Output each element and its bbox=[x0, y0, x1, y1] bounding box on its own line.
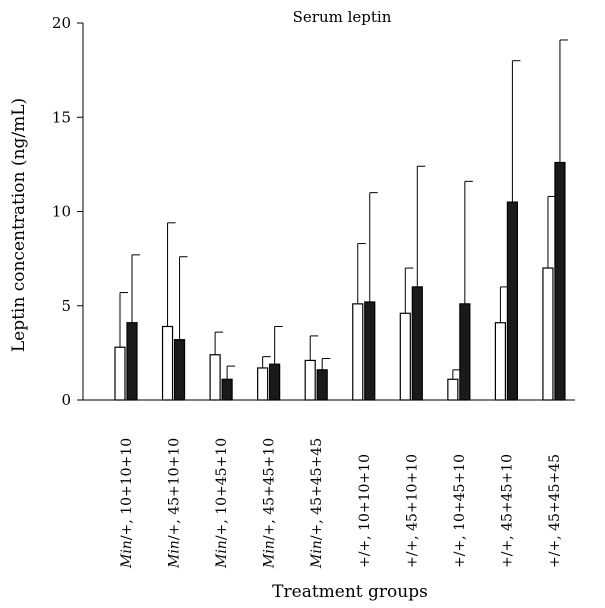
bar-open bbox=[304, 359, 316, 401]
bars bbox=[114, 39, 568, 401]
bar-filled bbox=[316, 369, 328, 401]
y-axis-title: Leptin concentration (ng/mL) bbox=[9, 98, 29, 352]
bar-open bbox=[209, 354, 221, 401]
y-tick-label: 5 bbox=[61, 297, 71, 315]
category-label-text: /+, 45+10+10 bbox=[167, 438, 183, 540]
bar-filled bbox=[173, 339, 186, 401]
bar-open bbox=[494, 322, 506, 401]
bar-filled bbox=[411, 286, 423, 401]
category-label-prefix: Min bbox=[309, 540, 325, 569]
category-label: +/+, 45+45+10 bbox=[499, 454, 515, 568]
category-label: Min/+, 10+45+10 bbox=[214, 438, 230, 569]
bar-open bbox=[447, 378, 459, 401]
category-label: +/+, 10+10+10 bbox=[357, 454, 373, 568]
bar-open bbox=[161, 325, 174, 401]
bar-open bbox=[114, 346, 126, 401]
category-label-text: /+, 45+45+45 bbox=[309, 438, 325, 540]
y-ticks: 0 5 10 15 20 bbox=[52, 14, 83, 409]
category-label-text: +/+, 10+45+10 bbox=[452, 454, 468, 568]
category-label-prefix: Min bbox=[119, 540, 135, 569]
category-label-prefix: Min bbox=[214, 540, 230, 569]
bar-open bbox=[399, 312, 411, 401]
category-label: +/+, 45+45+45 bbox=[547, 454, 563, 568]
category-label: Min/+, 10+10+10 bbox=[119, 438, 135, 569]
bar-filled bbox=[506, 201, 518, 401]
bar-filled bbox=[554, 161, 566, 401]
category-label-prefix: Min bbox=[262, 540, 278, 569]
category-label: Min/+, 45+10+10 bbox=[167, 438, 183, 569]
bar-filled bbox=[459, 303, 471, 401]
category-label-text: /+, 45+45+10 bbox=[262, 438, 278, 540]
bar-open bbox=[542, 267, 554, 401]
category-label: +/+, 10+45+10 bbox=[452, 454, 468, 568]
category-label-text: +/+, 45+10+10 bbox=[404, 454, 420, 568]
bar-filled bbox=[364, 301, 376, 401]
category-label: +/+, 45+10+10 bbox=[404, 454, 420, 568]
category-label-text: /+, 10+45+10 bbox=[214, 438, 230, 540]
category-label-text: +/+, 45+45+45 bbox=[547, 454, 563, 568]
y-tick-label: 15 bbox=[52, 108, 71, 126]
category-label: Min/+, 45+45+45 bbox=[309, 438, 325, 569]
y-tick-label: 10 bbox=[52, 203, 71, 221]
y-tick-label: 20 bbox=[52, 14, 71, 32]
chart-title: Serum leptin bbox=[293, 8, 392, 26]
bar-filled bbox=[269, 363, 281, 401]
y-tick-label: 0 bbox=[61, 391, 71, 409]
x-axis-title: Treatment groups bbox=[272, 582, 428, 602]
bar-filled bbox=[221, 378, 233, 401]
bar-open bbox=[352, 303, 364, 401]
bar-filled bbox=[126, 322, 138, 401]
bar-open bbox=[257, 367, 269, 401]
category-label-text: +/+, 45+45+10 bbox=[499, 454, 515, 568]
category-label-text: /+, 10+10+10 bbox=[119, 438, 135, 540]
category-label: Min/+, 45+45+10 bbox=[262, 438, 278, 569]
category-label-prefix: Min bbox=[167, 540, 183, 569]
category-label-text: +/+, 10+10+10 bbox=[357, 454, 373, 568]
